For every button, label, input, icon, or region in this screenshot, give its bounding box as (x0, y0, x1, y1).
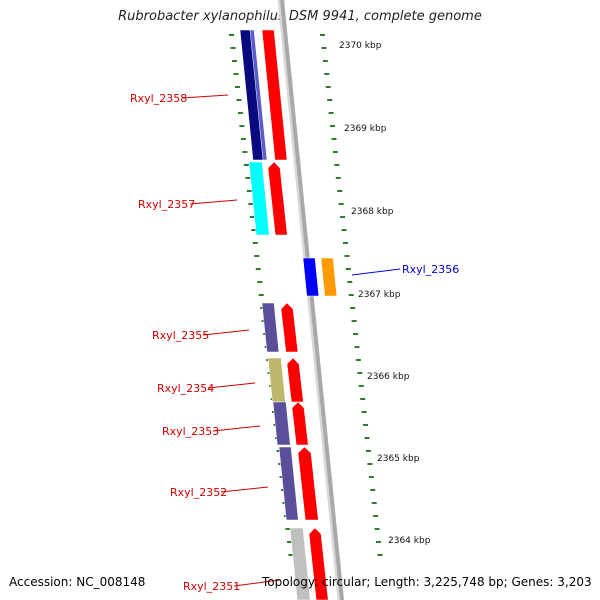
gene-label-leader (181, 94, 229, 99)
scale-label: 2364 kbp (388, 536, 431, 546)
gene-rxyl-2353-bar (272, 401, 291, 446)
gene-rxyl-2358-forward-bar (261, 29, 288, 161)
map-title: Rubrobacter xylanophilus DSM 9941, compl… (118, 9, 482, 24)
gene-label: Rxyl_2355 (152, 329, 209, 342)
gene-label-leader (189, 199, 238, 205)
scale-label: 2366 kbp (367, 372, 410, 382)
gene-rxyl-2352-bar (278, 446, 299, 521)
gene-label-leader (212, 425, 261, 432)
gene-rxyl-2355-bar (261, 302, 280, 353)
gene-label-leader (202, 329, 250, 336)
gene-labels: Rxyl_2358 Rxyl_2357 Rxyl_2356 Rxyl_2355 Rxyl… (130, 92, 459, 593)
gene-label: Rxyl_2351 (183, 580, 240, 593)
gene-rxyl-2354-forward-bar (286, 357, 304, 403)
gene-rxyl-2358-highlight (249, 29, 268, 161)
gene-rxyl-2356-bar (302, 257, 320, 297)
gene-label-leader (207, 382, 256, 389)
gene-rxyl-2351-forward-bar (308, 527, 329, 600)
gene-label-leader (351, 268, 401, 276)
gene-label-leader (220, 486, 269, 493)
gene-label: Rxyl_2353 (162, 425, 219, 438)
genome-backbone (277, 0, 344, 600)
scale-label: 2367 kbp (358, 290, 401, 300)
gene-rxyl-2355-forward-bar (280, 302, 299, 353)
scale-label: 2369 kbp (344, 124, 387, 134)
gene-rxyl-2356-orange-bar (320, 257, 338, 297)
scale-label: 2368 kbp (351, 207, 394, 217)
gene-label: Rxyl_2352 (170, 486, 227, 499)
gene-label: Rxyl_2356 (402, 263, 459, 276)
gene-label: Rxyl_2354 (157, 382, 214, 395)
gene-label: Rxyl_2357 (138, 198, 195, 211)
genome-summary-text: Topology: circular; Length: 3,225,748 bp… (262, 575, 592, 589)
scale-label: 2365 kbp (377, 454, 420, 464)
gene-rxyl-2357-forward-bar (267, 161, 288, 236)
gene-label: Rxyl_2358 (130, 92, 187, 105)
backbone-shadow (277, 0, 341, 600)
backbone-line (280, 0, 344, 600)
gene-rxyl-2357-bar (248, 161, 270, 236)
accession-text: Accession: NC_008148 (9, 575, 146, 589)
gene-rxyl-2351-bar (289, 527, 311, 600)
gene-rxyl-2354-bar (267, 357, 286, 403)
gene-features (239, 29, 338, 600)
gene-rxyl-2353-forward-bar (291, 401, 309, 446)
scale-label: 2370 kbp (339, 41, 382, 51)
gene-label-leader (233, 579, 281, 587)
scale-labels: 2370 kbp 2369 kbp 2368 kbp 2367 kbp 2366 kbp… (339, 41, 431, 546)
gene-rxyl-2352-forward-bar (297, 446, 319, 521)
